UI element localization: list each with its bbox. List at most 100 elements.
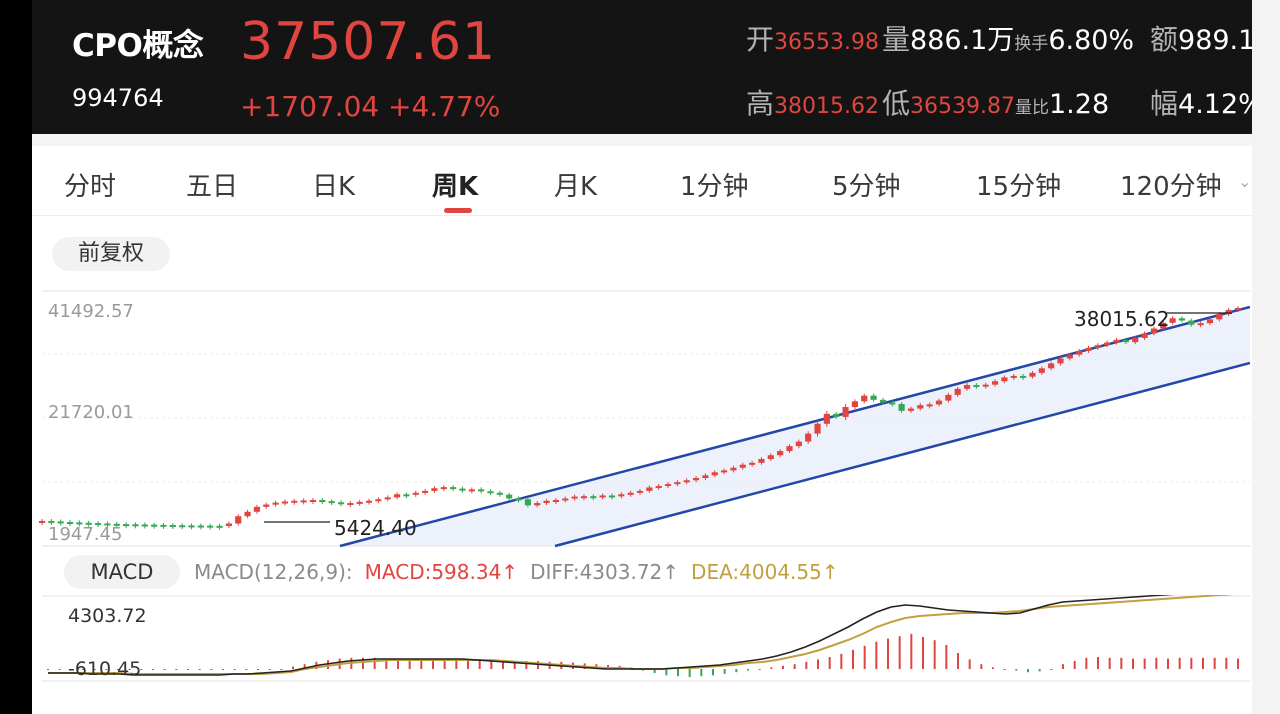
candle-body: [337, 502, 345, 505]
candle-body: [197, 525, 204, 528]
tab-120-minute[interactable]: 120分钟: [1120, 172, 1222, 202]
candle-body: [365, 500, 373, 503]
candle-body: [76, 522, 83, 525]
macd-bar: [1155, 657, 1158, 669]
candle-body: [160, 524, 167, 527]
candle-body: [814, 423, 821, 434]
candle-body: [1010, 375, 1017, 378]
candle-body: [683, 480, 690, 483]
macd-bar: [875, 641, 878, 669]
tab-5-minute[interactable]: 5分钟: [832, 172, 901, 202]
y-label-bottom: 1947.45: [48, 524, 122, 545]
candle-body: [422, 490, 429, 493]
candle-body: [730, 467, 737, 471]
macd-chart[interactable]: 4303.72 -610.45: [32, 595, 1250, 685]
macd-bar: [128, 669, 131, 670]
stat-amplitude: 幅4.12%: [1150, 87, 1252, 120]
candle-body: [1057, 358, 1064, 364]
candle-body: [85, 522, 92, 525]
candle-body: [440, 487, 447, 490]
macd-bar: [653, 669, 656, 673]
macd-params: MACD(12,26,9):: [194, 560, 353, 584]
macd-bar: [770, 667, 773, 669]
macd-bar: [1073, 661, 1076, 669]
macd-bar: [688, 669, 691, 677]
candle-body: [1132, 337, 1139, 343]
stat-open: 开36553.98: [746, 23, 879, 56]
candle-body: [113, 523, 120, 526]
candle-body: [954, 388, 961, 395]
candle-body: [1178, 318, 1186, 321]
stat-volume: 量886.1万换手6.80%: [882, 23, 1135, 56]
candle-body: [1150, 328, 1157, 334]
candle-body: [384, 497, 391, 500]
candle-body: [823, 413, 830, 424]
candle-body: [300, 500, 307, 503]
candle-body: [917, 405, 924, 409]
last-price: 37507.61: [240, 12, 497, 72]
candle-body: [1122, 339, 1129, 343]
candle-body: [459, 488, 466, 491]
tab-1-minute[interactable]: 1分钟: [680, 172, 749, 202]
channel-upper-line: [339, 305, 1250, 548]
macd-bar: [793, 664, 796, 669]
macd-bar: [1027, 669, 1029, 673]
candle-body: [608, 495, 616, 498]
candle-body: [618, 494, 625, 497]
candle-body: [57, 521, 64, 524]
macd-bar: [712, 669, 714, 676]
candle-body: [627, 492, 634, 495]
candle-body: [506, 494, 513, 499]
tab-15-minute[interactable]: 15分钟: [976, 172, 1062, 202]
tab-monthly-k[interactable]: 月K: [554, 172, 598, 202]
left-edge-bar: [0, 0, 32, 714]
candle-body: [655, 485, 662, 488]
candle-body: [534, 503, 541, 506]
candle-body: [319, 500, 326, 503]
candle-body: [1141, 333, 1148, 338]
macd-bar: [1178, 657, 1181, 669]
macd-bar: [758, 669, 761, 670]
macd-bar: [957, 653, 959, 669]
kline-chart[interactable]: 41492.57 21720.01 1947.45 38015.62 5424.…: [32, 290, 1250, 548]
candle-body: [151, 524, 158, 527]
tab-daily-k[interactable]: 日K: [312, 172, 356, 202]
tab-intraday[interactable]: 分时: [64, 172, 117, 202]
candle-body: [721, 470, 728, 473]
price-change-pct: +4.77%: [388, 90, 501, 123]
macd-bar: [1085, 657, 1088, 669]
tab-weekly-k[interactable]: 周K: [432, 172, 479, 202]
candle-body: [328, 501, 335, 504]
candle-body: [777, 451, 784, 456]
stat-high: 高38015.62: [746, 87, 879, 120]
right-scroll-gutter[interactable]: [1252, 0, 1280, 714]
macd-bar: [82, 669, 84, 670]
candle-body: [1001, 377, 1008, 382]
macd-bar: [432, 661, 434, 669]
tab-five-day[interactable]: 五日: [186, 172, 239, 202]
candle-body: [973, 385, 980, 388]
macd-bar: [1097, 657, 1099, 669]
candle-body: [309, 500, 317, 503]
candle-body: [1029, 372, 1036, 377]
candle-body: [1113, 339, 1120, 343]
macd-bar: [47, 669, 49, 670]
macd-bar: [175, 669, 178, 670]
indicator-selector-button[interactable]: MACD: [64, 555, 180, 589]
stock-code: 994764: [72, 84, 164, 112]
adjust-mode-button[interactable]: 前复权: [52, 237, 170, 271]
macd-bar: [817, 659, 819, 669]
stat-amount: 额989.1: [1150, 23, 1252, 56]
candle-body: [141, 524, 148, 527]
candle-body: [94, 523, 102, 526]
candle-body: [889, 402, 896, 405]
candle-body: [580, 496, 588, 499]
macd-bar: [117, 669, 119, 670]
chevron-down-icon[interactable]: ⌄: [1238, 172, 1252, 191]
macd-y-bottom-label: -610.45: [68, 658, 141, 680]
candle-body: [758, 459, 765, 463]
candle-body: [692, 477, 700, 481]
macd-bar: [245, 669, 248, 670]
candle-body: [487, 491, 494, 494]
candle-body: [123, 524, 130, 527]
